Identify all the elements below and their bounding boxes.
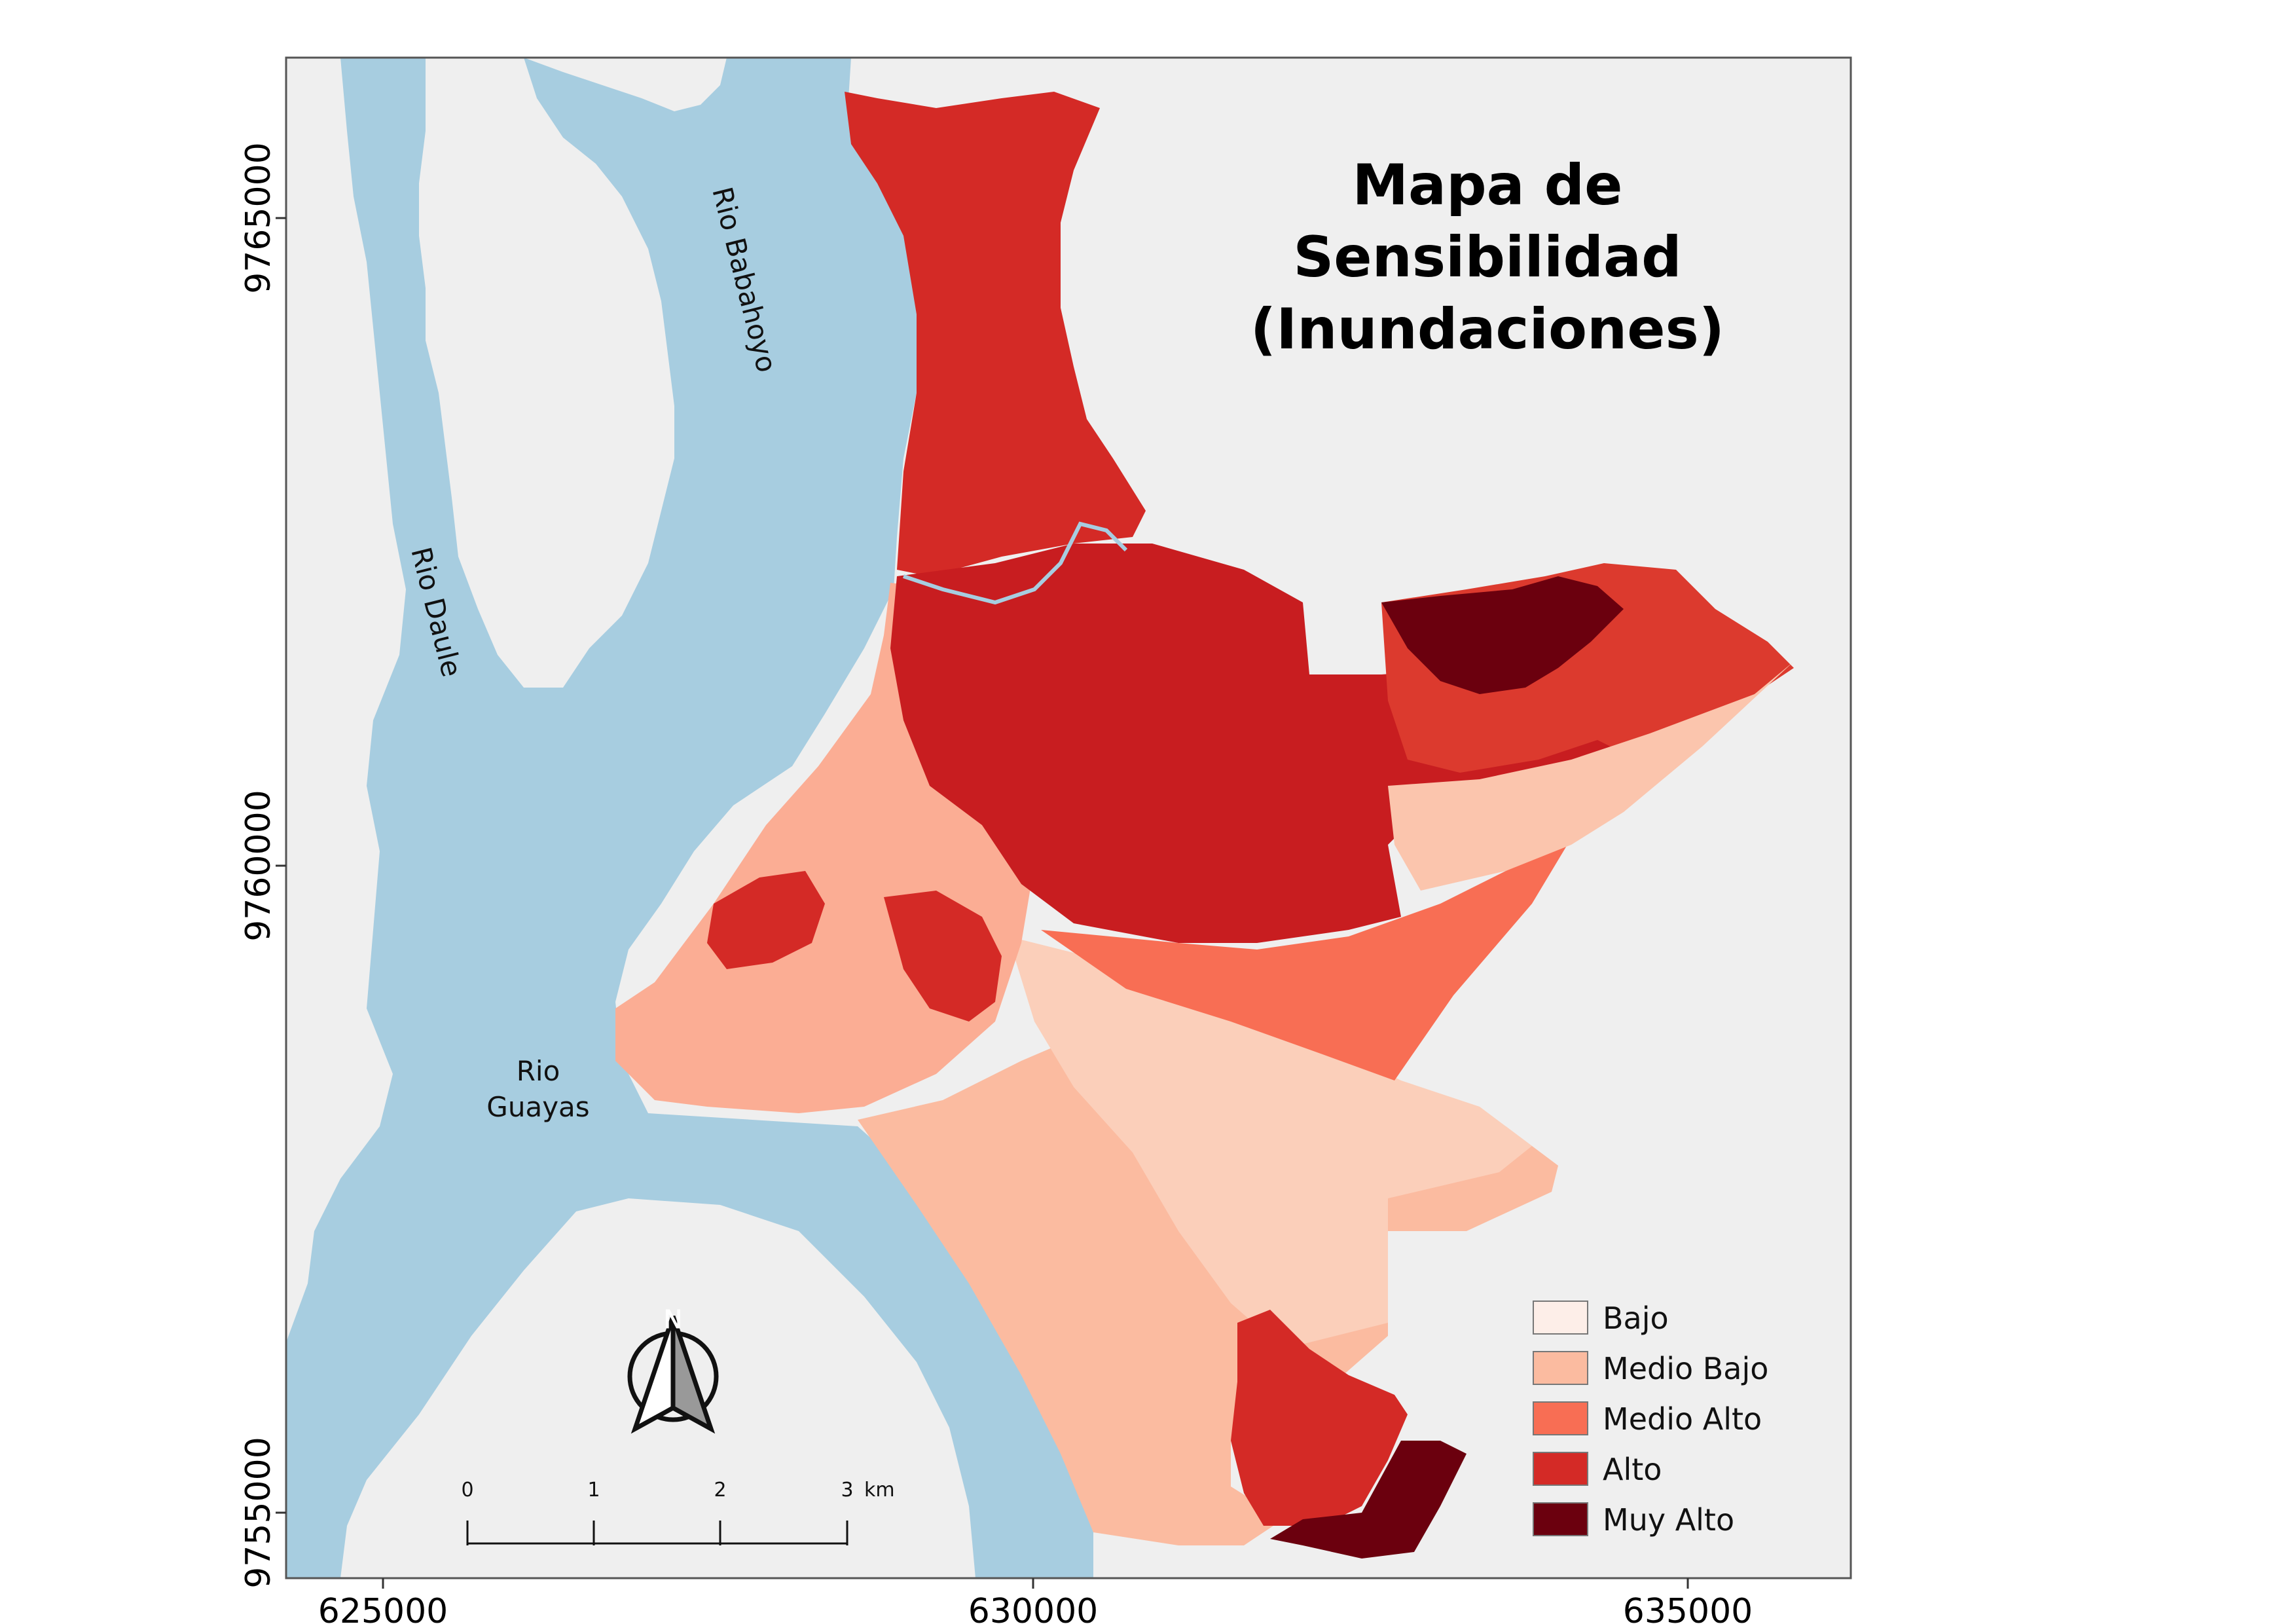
north-arrow-icon: N [627,1305,719,1434]
legend-label: Medio Bajo [1603,1351,1768,1386]
scale-tick-1: 1 [587,1479,600,1502]
map-title-line-1: Mapa de [1352,153,1622,218]
legend-swatch [1533,1401,1588,1435]
legend: Bajo Medio Bajo Medio Alto Alto Muy Alto [1533,1301,1768,1538]
map-title-line-3: (Inundaciones) [1250,297,1724,362]
y-tick-9755000: 9755000 [239,1437,278,1589]
zone-muy-alto-south [1270,1441,1467,1559]
river-label-guayas-1: Rio [517,1055,560,1087]
y-tick-9760000: 9760000 [239,790,278,942]
zone-muy-alto-ne [1381,576,1624,694]
x-tick-625000: 625000 [318,1592,448,1624]
legend-item-bajo: Bajo [1533,1301,1669,1336]
legend-swatch [1533,1452,1588,1486]
legend-label: Muy Alto [1603,1502,1734,1538]
y-axis: 9765000 9760000 9755000 [239,142,286,1589]
zone-alto-west [707,871,825,969]
zone-bajo [1008,936,1532,1349]
scale-tick-2: 2 [714,1479,726,1502]
zone-alto-central [890,544,1637,943]
x-axis: 625000 630000 635000 [318,1578,1753,1624]
legend-item-medio-alto: Medio Alto [1533,1401,1762,1437]
scale-tick-0: 0 [461,1479,473,1502]
zone-alto-north [845,92,1146,576]
zone-east-pale [1388,661,1794,891]
scale-tick-3: 3 [841,1479,853,1502]
map-panel: Rio Babahoyo Rio Daule Rio Guayas Mapa d… [286,58,1851,1578]
legend-item-alto: Alto [1533,1452,1662,1487]
river-island-north [524,58,727,111]
north-label: N [664,1305,682,1334]
scale-unit: km [864,1479,895,1502]
sensitivity-zones [615,92,1794,1559]
y-tick-9765000: 9765000 [239,142,278,294]
creek-line [903,521,1128,605]
zone-alto-south [1231,1310,1408,1526]
legend-label: Bajo [1603,1301,1669,1336]
legend-item-muy-alto: Muy Alto [1533,1502,1734,1538]
zone-medio-alto [1041,838,1571,1080]
legend-swatch [1533,1351,1588,1385]
x-tick-635000: 635000 [1623,1592,1753,1624]
scale-bar: 0 1 2 3 km [461,1479,895,1545]
river-island [419,58,674,688]
river-label-guayas-2: Guayas [486,1091,589,1123]
legend-label: Medio Alto [1603,1401,1762,1437]
map-frame [285,56,1852,1579]
zone-alto-west-2 [884,891,1002,1022]
legend-item-medio-bajo: Medio Bajo [1533,1351,1768,1386]
x-tick-630000: 630000 [968,1592,1099,1624]
legend-swatch [1533,1502,1588,1536]
legend-swatch [1533,1301,1588,1335]
legend-label: Alto [1603,1452,1662,1487]
map-title-line-2: Sensibilidad [1293,225,1681,290]
